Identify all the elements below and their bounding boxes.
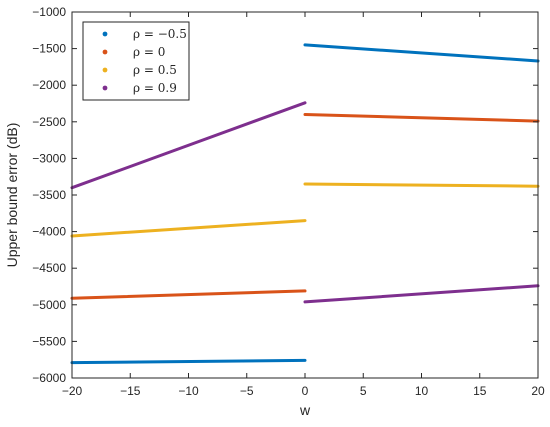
y-tick-label: −3500	[32, 188, 66, 202]
legend-marker	[102, 67, 108, 73]
y-axis-label: Upper bound error (dB)	[4, 123, 20, 268]
plot-lines	[70, 43, 540, 365]
x-tick-label: 0	[302, 384, 309, 398]
series-2-segment-0	[70, 219, 307, 238]
legend-marker	[102, 31, 108, 37]
series-2-segment-1	[303, 182, 540, 188]
series-0-segment-1	[303, 43, 540, 63]
y-tick-label: −5000	[32, 298, 66, 312]
y-tick-label: −5500	[32, 334, 66, 348]
series-1-segment-0	[70, 289, 307, 300]
y-tick-label: −4500	[32, 261, 66, 275]
legend-box	[82, 21, 190, 101]
x-tick-label: 15	[473, 384, 487, 398]
legend-label: ρ = 0.5	[133, 63, 177, 77]
x-tick-label: −20	[62, 384, 83, 398]
y-tick-label: −6000	[32, 371, 66, 385]
y-tick-label: −1500	[32, 42, 66, 56]
legend-label: ρ = 0	[133, 45, 165, 59]
x-tick-label: −15	[120, 384, 141, 398]
x-tick-label: 20	[531, 384, 545, 398]
x-axis: −20 −15 −10 −5 0 5 10 15 20	[62, 12, 545, 398]
x-axis-label: w	[299, 402, 311, 418]
x-tick-label: 5	[360, 384, 367, 398]
legend-marker	[102, 49, 108, 55]
y-tick-label: −1000	[32, 5, 66, 19]
x-tick-label: 10	[415, 384, 429, 398]
y-tick-label: −2000	[32, 78, 66, 92]
y-tick-label: −2500	[32, 115, 66, 129]
y-tick-label: −4000	[32, 225, 66, 239]
series-0-segment-0	[70, 358, 307, 365]
legend-marker	[102, 85, 108, 91]
legend: ρ = −0.5 ρ = 0 ρ = 0.5 ρ = 0.9	[82, 21, 190, 101]
y-tick-label: −3000	[32, 151, 66, 165]
y-axis: −6000 −5500 −5000 −4500 −4000 −3500 −3000 −2500…	[32, 5, 538, 385]
x-tick-label: −5	[240, 384, 254, 398]
x-tick-label: −10	[178, 384, 199, 398]
series-1-segment-1	[303, 113, 540, 123]
series-3-segment-1	[303, 284, 540, 304]
legend-label: ρ = 0.9	[133, 81, 177, 95]
series-3-segment-0	[70, 101, 307, 190]
legend-label: ρ = −0.5	[133, 27, 187, 41]
